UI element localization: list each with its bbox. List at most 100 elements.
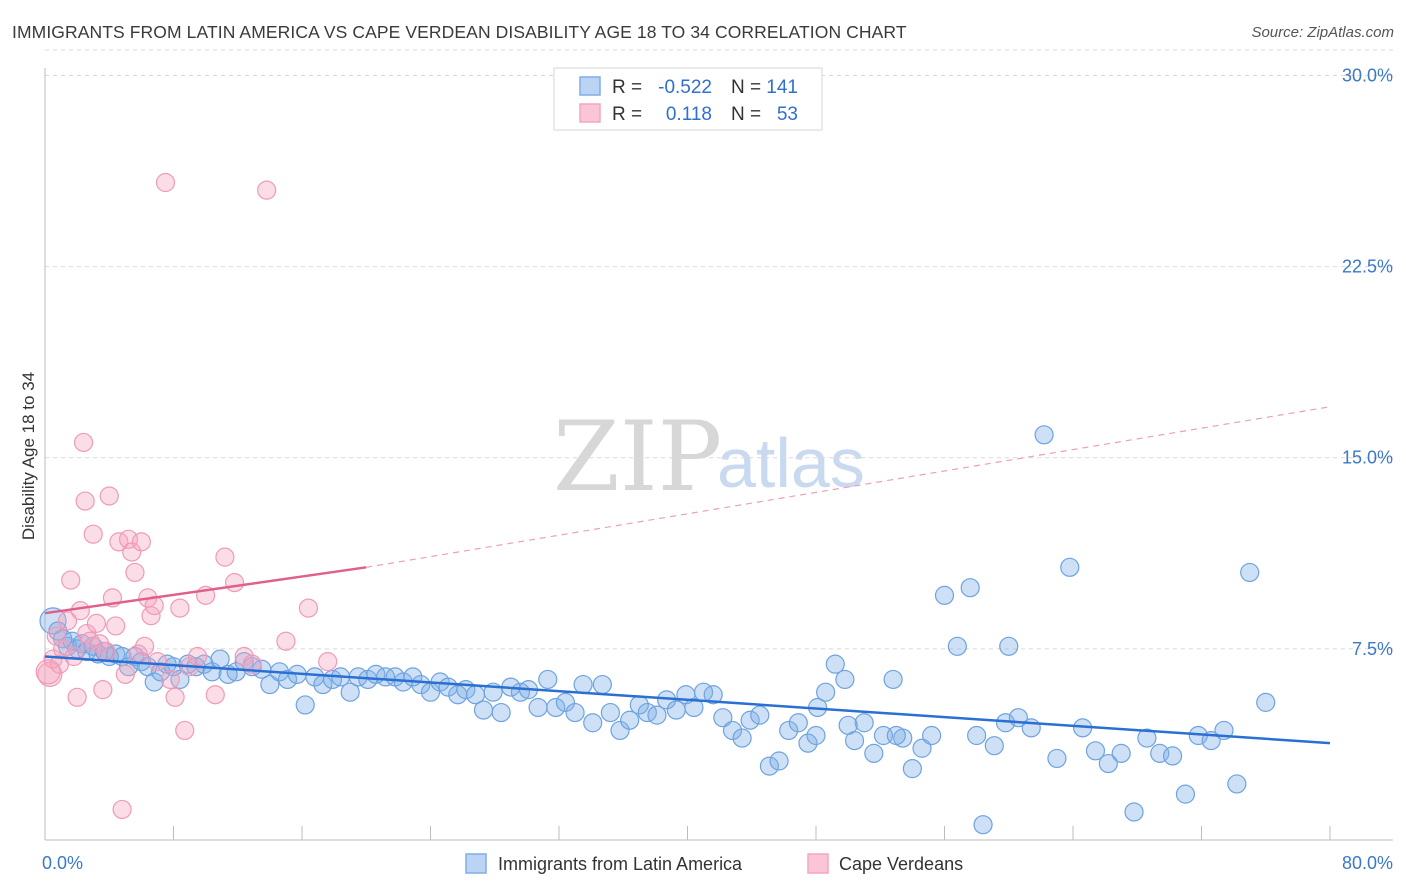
point-series0-103	[902, 759, 922, 779]
point-series0-66	[555, 692, 576, 712]
point-series1-47	[242, 654, 262, 674]
point-series1-9	[70, 601, 90, 621]
point-series1-41	[187, 646, 208, 667]
y-tick-label-3: 30.0%	[1342, 65, 1393, 85]
trend-line-cape-verdean	[44, 566, 367, 615]
point-series0-122	[1137, 728, 1157, 748]
y-axis-label: Disability Age 18 to 34	[19, 372, 38, 540]
chart-source: Source: ZipAtlas.com	[1251, 24, 1394, 41]
point-series0-85	[732, 728, 752, 748]
point-series1-34	[147, 652, 168, 672]
point-series1-26	[122, 542, 142, 562]
point-series1-15	[86, 613, 107, 633]
point-series0-105	[922, 725, 942, 746]
point-series1-27	[125, 562, 145, 583]
point-series0-80	[684, 697, 704, 718]
point-series0-116	[1060, 557, 1080, 577]
stats-r-label-1: R =	[612, 104, 642, 125]
point-series0-91	[788, 713, 808, 733]
point-series0-64	[538, 669, 558, 690]
point-series0-107	[947, 636, 967, 656]
point-series1-16	[90, 634, 110, 654]
point-series0-84	[722, 720, 743, 741]
point-series1-10	[73, 432, 94, 453]
point-series0-76	[647, 705, 667, 725]
point-series0-134	[886, 725, 906, 746]
point-series0-18	[144, 672, 164, 692]
point-series0-73	[620, 710, 640, 730]
point-series1-51	[318, 652, 338, 672]
point-series0-46	[375, 667, 396, 687]
point-series1-5	[57, 611, 78, 631]
point-series0-130	[1240, 562, 1260, 583]
bottom-legend-swatch-cape-verdean	[807, 853, 829, 874]
bottom-legend-swatch-latin-america	[465, 853, 487, 874]
point-series1-30	[134, 636, 155, 656]
point-series0-59	[491, 702, 511, 723]
point-series0-65	[546, 697, 566, 718]
point-series0-92	[798, 733, 818, 753]
point-series1-8	[67, 687, 87, 707]
point-series0-129	[1227, 774, 1247, 794]
point-series0-89	[769, 751, 789, 771]
point-series0-88	[759, 756, 780, 776]
point-series0-37	[295, 695, 315, 715]
point-series0-95	[825, 654, 845, 674]
stats-n-label-1: N =	[731, 104, 761, 125]
point-series0-68	[573, 674, 593, 695]
point-series0-69	[583, 713, 603, 733]
legend-swatch-cape-verdean	[579, 103, 601, 123]
point-series0-35	[277, 669, 298, 690]
trend-line-latin-america	[44, 655, 1331, 745]
point-series1-36	[160, 669, 180, 690]
point-series0-108	[960, 578, 980, 598]
point-series0-15	[125, 646, 145, 667]
stats-legend: R = -0.522 N = 141 R = 0.118 N = 53	[553, 67, 823, 131]
point-series0-57	[473, 700, 494, 720]
x-tick-label-0: 0.0%	[42, 853, 83, 873]
point-series0-22	[170, 669, 190, 690]
point-series1-7	[64, 646, 84, 667]
point-series0-42	[340, 682, 360, 702]
bottom-legend-label-latin-america: Immigrants from Latin America	[498, 854, 743, 874]
point-series1-50	[298, 598, 319, 618]
point-series0-115	[1047, 748, 1067, 769]
point-series1-44	[215, 547, 235, 567]
point-series1-17	[93, 680, 113, 700]
stats-r-value-1: 0.118	[661, 104, 712, 125]
point-series0-132	[967, 725, 987, 746]
stats-r-label-0: R =	[612, 77, 642, 98]
point-series0-114	[1034, 425, 1054, 445]
point-series0-99	[864, 743, 884, 763]
point-series0-67	[565, 702, 585, 723]
point-series0-120	[1111, 743, 1131, 763]
point-series0-131	[1256, 692, 1276, 712]
point-series0-121	[1124, 802, 1144, 822]
point-series1-46	[234, 646, 254, 667]
point-series0-125	[1175, 784, 1196, 804]
point-series0-82	[703, 685, 723, 705]
axes	[44, 68, 1393, 841]
y-tick-label-0: 7.5%	[1352, 639, 1393, 659]
bottom-legend: Immigrants from Latin America Cape Verde…	[465, 853, 963, 874]
point-series0-106	[934, 585, 955, 605]
point-series0-96	[835, 669, 855, 690]
series-cape-verdean-points	[35, 172, 338, 820]
point-series1-18	[96, 641, 116, 662]
point-series0-72	[610, 720, 630, 741]
point-series1-45	[224, 573, 245, 593]
watermark-zip: ZIP	[553, 401, 722, 513]
point-series0-87	[750, 705, 770, 725]
point-series0-63	[528, 697, 548, 718]
point-series0-70	[592, 674, 612, 695]
y-tick-label-2: 22.5%	[1342, 257, 1393, 277]
point-series0-71	[600, 702, 621, 723]
point-series1-37	[165, 687, 185, 707]
point-series1-6	[61, 570, 81, 590]
point-series0-109	[973, 815, 993, 835]
point-series1-14	[83, 524, 103, 544]
point-series1-49	[276, 631, 296, 651]
point-series1-11	[75, 491, 95, 511]
point-series0-119	[1098, 753, 1118, 774]
